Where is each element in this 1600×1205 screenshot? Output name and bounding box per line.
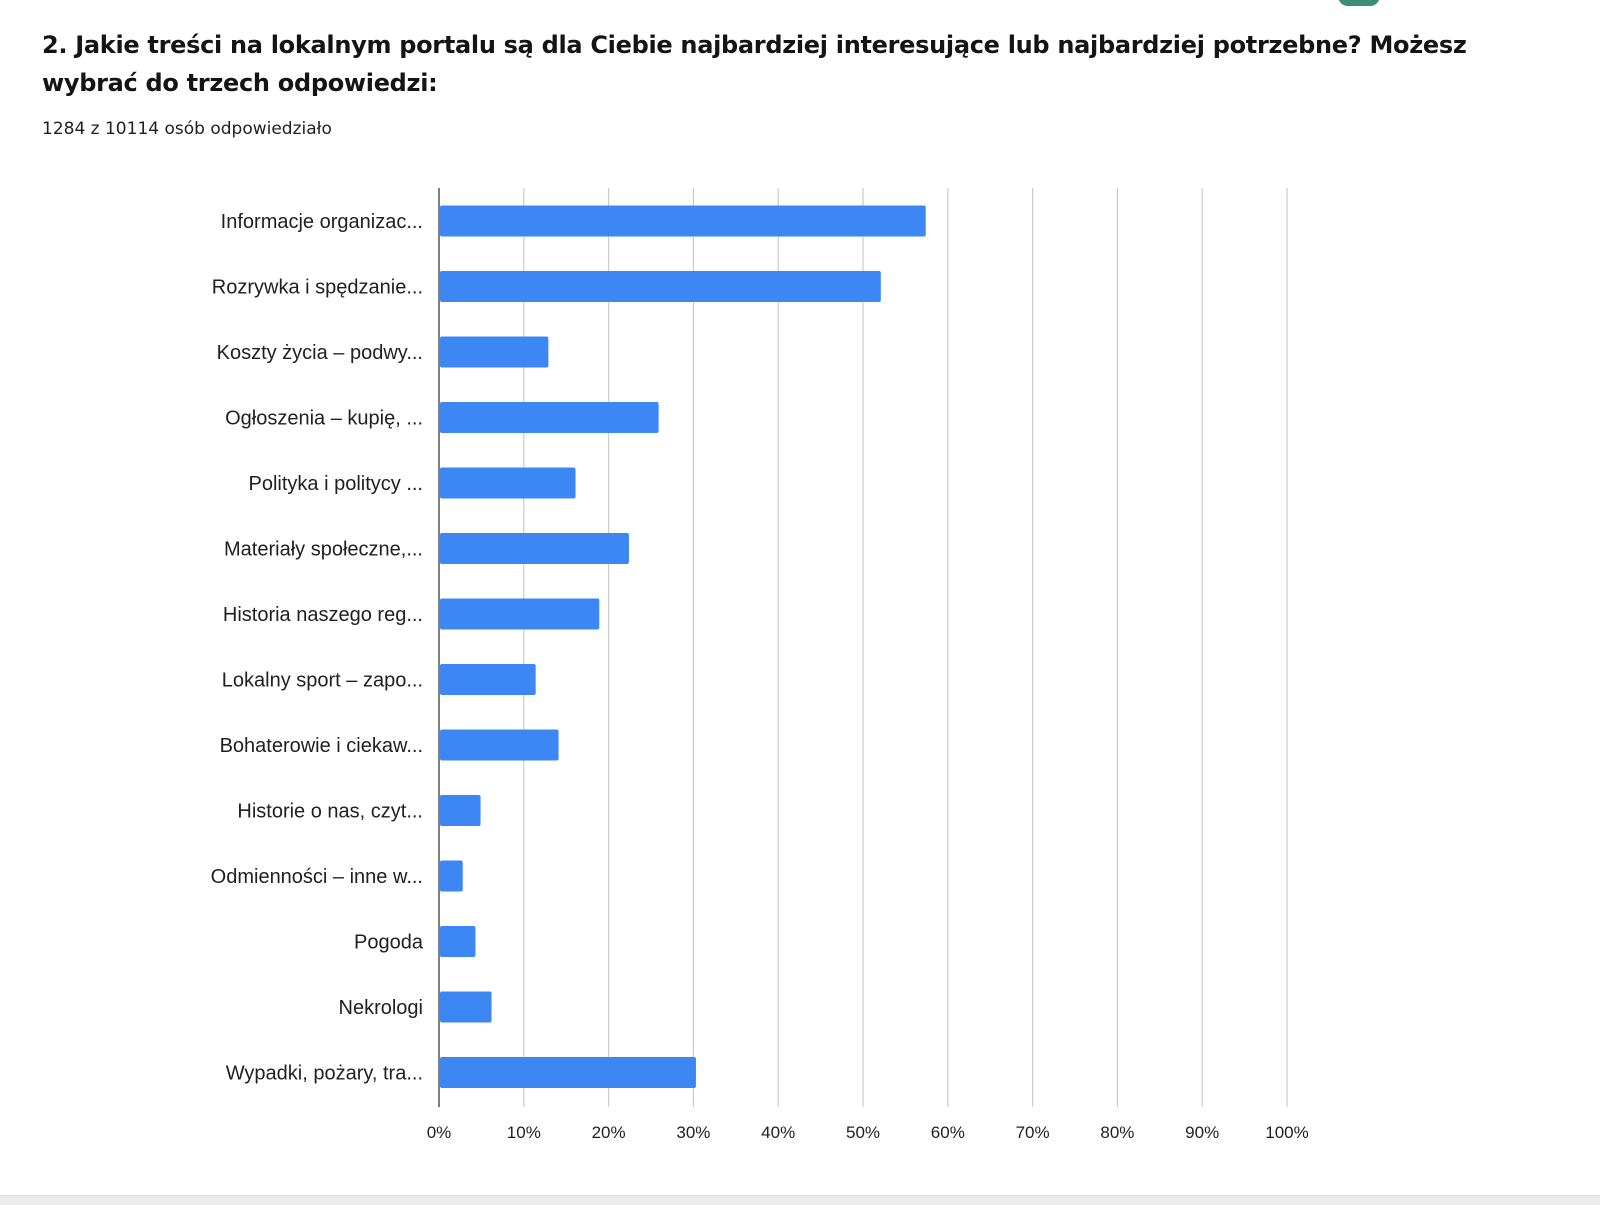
- bar: [440, 991, 492, 1023]
- bar: [440, 598, 600, 630]
- bar: [440, 336, 549, 368]
- category-label: Rozrywka i spędzanie...: [212, 277, 423, 299]
- category-label: Historie o nas, czyt...: [237, 801, 423, 823]
- category-label: Historia naszego reg...: [223, 604, 423, 626]
- x-tick-label: 90%: [1185, 1123, 1219, 1142]
- x-tick-label: 0%: [427, 1123, 452, 1142]
- bar: [440, 860, 463, 892]
- bar: [440, 533, 629, 564]
- x-tick-label: 50%: [846, 1123, 880, 1142]
- bar: [440, 795, 481, 826]
- bar: [440, 205, 926, 237]
- category-label: Lokalny sport – zapo...: [222, 670, 423, 692]
- bar: [440, 664, 536, 695]
- category-label: Pogoda: [354, 932, 424, 954]
- category-label: Odmienności – inne w...: [211, 866, 423, 888]
- bar: [440, 467, 576, 499]
- response-count: 1284 z 10114 osób odpowiedziało: [42, 119, 332, 139]
- x-tick-label: 100%: [1265, 1123, 1308, 1142]
- corner-accent: [1338, 0, 1380, 6]
- x-tick-label: 40%: [761, 1123, 795, 1142]
- bar: [440, 402, 659, 433]
- bar: [440, 729, 559, 761]
- horizontal-scrollbar[interactable]: [0, 1195, 1600, 1205]
- category-label: Polityka i politycy ...: [248, 473, 423, 495]
- question-title: 2. Jakie treści na lokalnym portalu są d…: [42, 31, 1467, 97]
- x-tick-label: 70%: [1016, 1123, 1050, 1142]
- x-tick-label: 80%: [1100, 1123, 1134, 1142]
- x-tick-label: 30%: [676, 1123, 710, 1142]
- bar: [440, 1057, 696, 1088]
- category-label: Informacje organizac...: [221, 211, 423, 233]
- category-label: Nekrologi: [339, 997, 423, 1019]
- category-label: Materiały społeczne,...: [224, 539, 423, 561]
- category-label: Wypadki, pożary, tra...: [226, 1063, 423, 1085]
- category-label: Bohaterowie i ciekaw...: [220, 735, 423, 757]
- x-tick-label: 60%: [931, 1123, 965, 1142]
- x-tick-label: 20%: [592, 1123, 626, 1142]
- x-tick-label: 10%: [507, 1123, 541, 1142]
- category-label: Ogłoszenia – kupię, ...: [225, 408, 423, 430]
- bar: [440, 926, 476, 957]
- category-label: Koszty życia – podwy...: [217, 342, 423, 364]
- bar: [440, 271, 881, 302]
